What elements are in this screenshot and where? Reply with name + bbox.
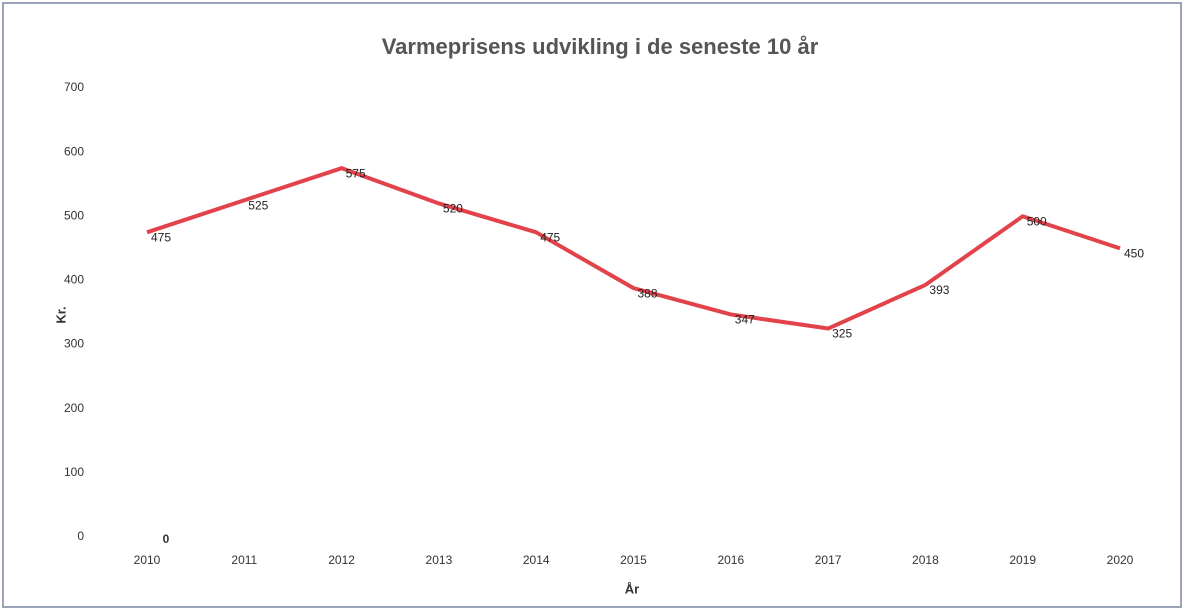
- x-axis-title: År: [625, 581, 639, 596]
- line: [146, 166, 1121, 331]
- x-tick-label: 2016: [717, 553, 744, 567]
- x-tick-label: 2011: [231, 553, 257, 567]
- x-tick-label: 2014: [523, 553, 550, 567]
- y-tick-label: 500: [64, 208, 84, 222]
- y-tick-label: 300: [64, 337, 84, 351]
- y-tick-label: 200: [64, 401, 84, 415]
- x-tick-label: 2010: [134, 553, 161, 567]
- y-tick-label: 100: [64, 465, 84, 479]
- data-label: 325: [832, 327, 852, 341]
- y-tick-label: 400: [64, 273, 84, 287]
- data-label: 475: [151, 230, 171, 244]
- x-tick-label: 2012: [328, 553, 355, 567]
- chart-title: Varmeprisens udvikling i de seneste 10 å…: [382, 34, 819, 59]
- x-tick-label: 2020: [1107, 553, 1134, 567]
- x-tick-label: 2013: [426, 553, 453, 567]
- data-label: 475: [540, 230, 560, 244]
- data-label: 500: [1027, 214, 1047, 228]
- x-tick-label: 2019: [1009, 553, 1036, 567]
- data-label: 525: [248, 198, 268, 212]
- annotation: 0: [163, 532, 170, 546]
- x-tick-label: 2017: [815, 553, 842, 567]
- y-tick-label: 600: [64, 144, 84, 158]
- x-tick-label: 2015: [620, 553, 647, 567]
- y-tick-label: 0: [77, 529, 84, 543]
- data-label: 393: [929, 283, 949, 297]
- y-axis-title: Kr.: [53, 306, 68, 323]
- data-label: 347: [735, 313, 755, 327]
- data-label: 388: [638, 286, 658, 300]
- x-tick-label: 2018: [912, 553, 939, 567]
- y-tick-label: 700: [64, 80, 84, 94]
- data-label: 450: [1124, 247, 1144, 261]
- data-label: 520: [443, 202, 463, 216]
- data-label: 575: [346, 166, 366, 180]
